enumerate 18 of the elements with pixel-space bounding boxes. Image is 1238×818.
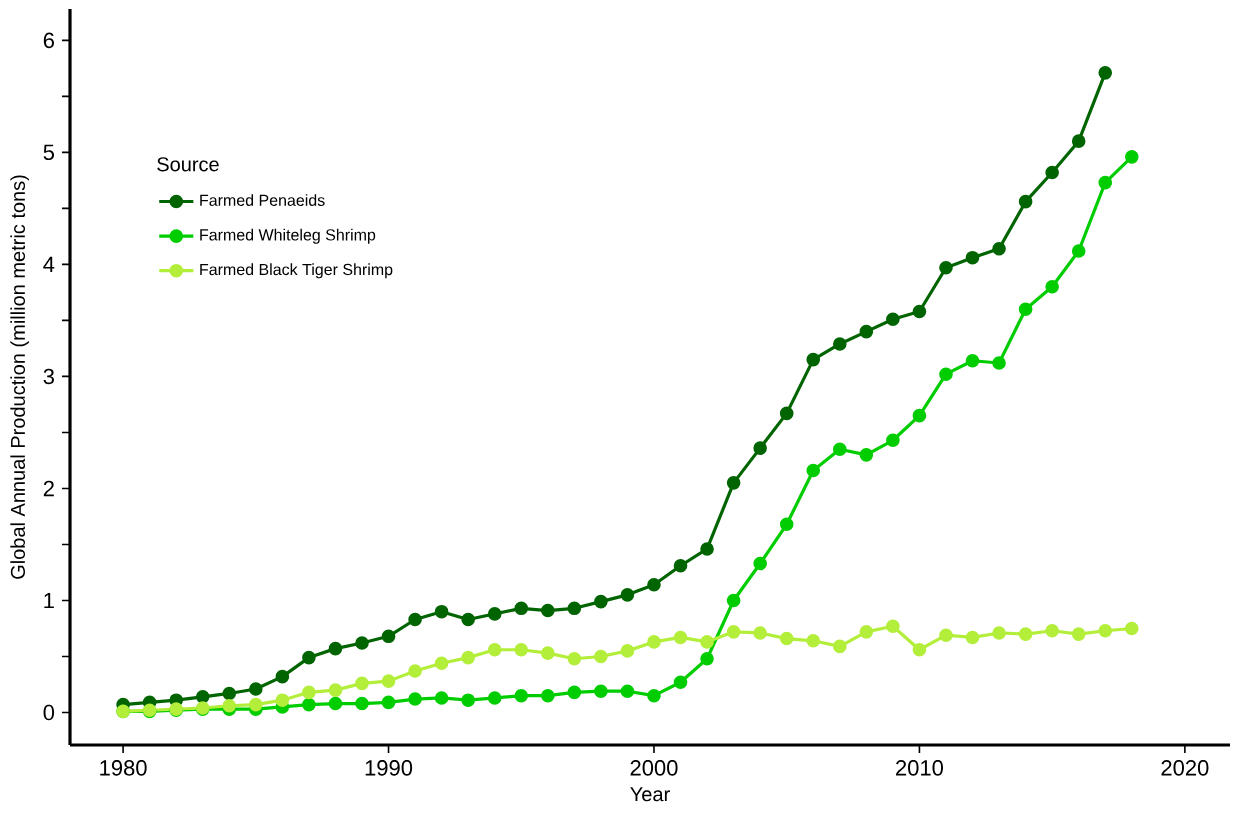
y-tick-label: 5	[43, 144, 54, 161]
legend-label: Farmed Whiteleg Shrimp	[200, 228, 376, 244]
y-axis-title: Global Annual Production (million metric tons)	[10, 175, 29, 579]
y-tick-label: 2	[43, 480, 54, 497]
legend-label: Farmed Penaeids	[200, 194, 325, 206]
x-tick-label: 1980	[100, 760, 147, 776]
x-tick-label: 2020	[1161, 760, 1209, 776]
x-tick-label: 2010	[896, 760, 943, 776]
y-tick-label: 6	[43, 32, 54, 49]
legend-title: Source	[157, 157, 219, 172]
y-tick-label: 4	[43, 256, 55, 272]
y-tick-label: 0	[43, 704, 55, 721]
y-tick-label: 1	[44, 592, 54, 609]
x-axis-title: Year	[630, 787, 670, 802]
y-tick-label: 3	[43, 368, 54, 385]
legend-label: Farmed Black Tiger Shrimp	[200, 263, 393, 279]
x-tick-label: 1990	[365, 760, 413, 776]
x-tick-label: 2000	[630, 760, 678, 776]
